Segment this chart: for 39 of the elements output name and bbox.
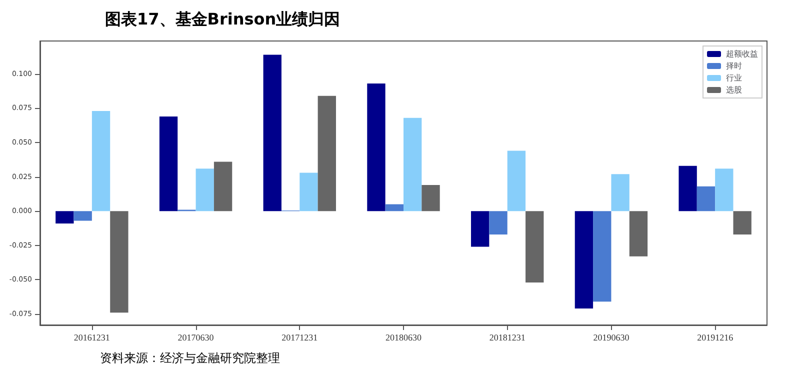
bar bbox=[733, 211, 752, 234]
x-tick-label: 20180630 bbox=[386, 332, 422, 342]
x-tick-label: 20171231 bbox=[282, 332, 318, 342]
bar bbox=[300, 172, 318, 212]
bar bbox=[92, 110, 110, 212]
legend-label: 选股 bbox=[726, 86, 742, 94]
text: 资料来源：经济与金融研究院整理 bbox=[100, 351, 280, 365]
x-tick-label: 20161231 bbox=[74, 332, 110, 342]
bar bbox=[74, 211, 92, 221]
bar bbox=[404, 118, 422, 212]
bar bbox=[507, 150, 526, 212]
bar bbox=[696, 186, 716, 212]
legend-label: 超额收益 bbox=[726, 50, 758, 58]
x-tick-label: 20190630 bbox=[593, 332, 630, 342]
bar bbox=[110, 211, 128, 313]
x-tick-label: 20181231 bbox=[489, 332, 526, 342]
bar bbox=[489, 211, 508, 234]
bar bbox=[422, 185, 440, 212]
bar bbox=[367, 84, 386, 212]
bar bbox=[159, 116, 178, 212]
bar bbox=[574, 211, 594, 309]
bar bbox=[678, 166, 697, 212]
bar bbox=[318, 96, 336, 212]
bar bbox=[471, 211, 490, 247]
legend-label: 行业 bbox=[726, 74, 742, 82]
x-tick-label: 20170630 bbox=[178, 332, 214, 342]
bar bbox=[56, 211, 74, 224]
x-tick-label: 20191216 bbox=[697, 332, 734, 342]
bar bbox=[385, 204, 404, 212]
bar bbox=[715, 168, 734, 212]
bar bbox=[611, 174, 630, 212]
bar bbox=[263, 54, 282, 212]
bar bbox=[196, 168, 214, 212]
chart-title: 图表17、基金Brinson业绩归因 bbox=[105, 10, 340, 28]
bar bbox=[629, 211, 648, 256]
bar bbox=[526, 211, 544, 282]
bar bbox=[593, 211, 612, 302]
legend-label: 择时 bbox=[726, 62, 742, 70]
bar bbox=[214, 162, 232, 212]
